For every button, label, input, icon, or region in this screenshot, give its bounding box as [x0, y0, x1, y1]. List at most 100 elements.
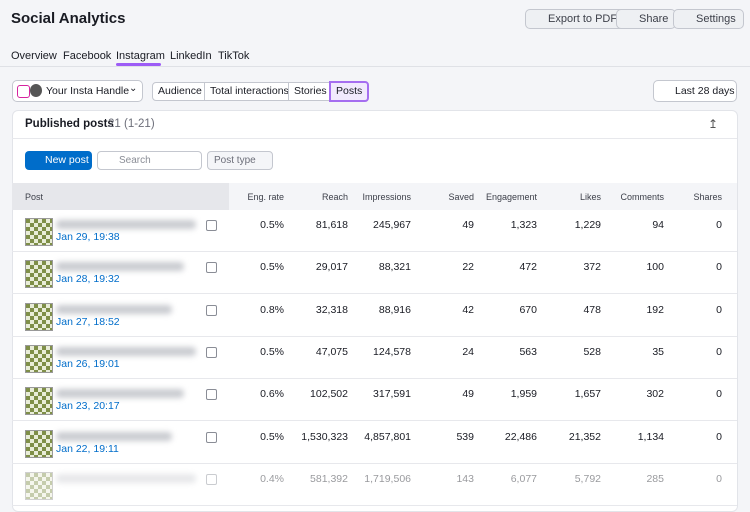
- cell: 670: [519, 303, 537, 316]
- search-input[interactable]: Search: [97, 151, 202, 170]
- cell: 302: [646, 388, 664, 401]
- cell: 0.5%: [260, 430, 284, 443]
- page: Social Analytics Export to PDF Share Set…: [0, 9, 750, 512]
- date-range[interactable]: Last 28 days: [653, 80, 737, 102]
- view-tab[interactable]: Audience: [152, 82, 208, 101]
- row-divider: [12, 504, 737, 506]
- chevron: ⌄: [129, 83, 138, 94]
- cell: 0: [716, 472, 722, 485]
- post-date-link[interactable]: Jan 29, 19:38: [56, 231, 120, 243]
- cell: 317,591: [373, 388, 411, 401]
- post-date-link[interactable]: Jan 23, 20:17: [56, 400, 120, 413]
- cell: 22: [462, 261, 474, 274]
- cell: 49: [462, 219, 474, 231]
- cell: 0: [716, 303, 722, 316]
- cell: 0.6%: [260, 388, 284, 401]
- column-header[interactable]: Impressions: [362, 192, 411, 202]
- cell: 192: [646, 303, 664, 316]
- cell: 1,229: [574, 219, 601, 231]
- column-header[interactable]: Comments: [620, 192, 664, 202]
- tab[interactable]: Facebook: [63, 50, 112, 62]
- view-tab-active[interactable]: Posts: [329, 81, 370, 102]
- cell: 1,134: [637, 430, 664, 443]
- cell: 0: [716, 261, 722, 274]
- video-icon: [206, 346, 217, 358]
- post-date-link[interactable]: Jan 22, 19:11: [56, 442, 119, 455]
- caption-blurred: [56, 473, 196, 483]
- cell: 4,857,801: [364, 430, 411, 443]
- page-title: Social Analytics: [11, 10, 126, 27]
- cell: 24: [462, 345, 474, 358]
- cell: 29,017: [315, 261, 348, 274]
- export-button[interactable]: Export to PDF: [525, 9, 626, 29]
- tab-active[interactable]: Instagram: [116, 50, 165, 62]
- settings-button[interactable]: Settings: [673, 9, 744, 29]
- cell: 0.4%: [260, 472, 284, 485]
- video-icon: [206, 262, 217, 274]
- cell: 0: [716, 388, 722, 401]
- row-divider: [12, 335, 737, 337]
- cell: 0.5%: [260, 345, 284, 358]
- tab[interactable]: TikTok: [218, 50, 250, 62]
- cell: 88,916: [378, 303, 411, 316]
- view-tab[interactable]: Total interactions: [204, 82, 295, 101]
- row-divider: [12, 251, 737, 252]
- share-button[interactable]: Share: [616, 9, 677, 29]
- export-icon[interactable]: ↥: [708, 117, 719, 131]
- cell: 539: [456, 430, 474, 443]
- column-header[interactable]: Eng. rate: [247, 192, 284, 202]
- tab[interactable]: Overview: [11, 50, 57, 62]
- cell: 47,075: [315, 345, 348, 358]
- tab[interactable]: LinkedIn: [170, 50, 212, 62]
- column-header[interactable]: Reach: [321, 192, 348, 202]
- thumbnail: [25, 429, 53, 458]
- caption-blurred: [56, 431, 172, 441]
- row-divider: [12, 377, 737, 379]
- cell: 143: [456, 472, 474, 485]
- cell: 21,352: [568, 430, 601, 443]
- video-icon: [206, 431, 217, 443]
- post-date-link[interactable]: Jan 26, 19:01: [56, 357, 120, 370]
- post-count: 21 (1-21): [108, 118, 155, 130]
- caption-blurred: [56, 262, 184, 272]
- post-date-link[interactable]: Jan 27, 18:52: [56, 315, 120, 328]
- account-name: Your Insta Handle: [46, 85, 130, 97]
- cell: 1,719,506: [364, 472, 411, 485]
- account-select[interactable]: Your Insta Handle ⌄: [12, 80, 143, 102]
- column-header[interactable]: Shares: [693, 192, 722, 202]
- column-header[interactable]: Likes: [579, 192, 601, 202]
- row-divider: [12, 420, 737, 422]
- cell: 6,077: [510, 472, 537, 485]
- cell: 42: [462, 303, 474, 316]
- cell: 100: [646, 261, 664, 274]
- divider: [0, 66, 750, 67]
- cell: 22,486: [504, 430, 537, 443]
- cell: 94: [652, 219, 664, 231]
- cell: 124,578: [373, 345, 411, 358]
- cell: 1,530,323: [301, 430, 348, 443]
- view-tab[interactable]: Stories: [288, 82, 333, 101]
- caption-blurred: [56, 389, 184, 399]
- cell: 0: [716, 345, 722, 358]
- cell: 0: [716, 430, 722, 443]
- card-title: Published posts: [25, 118, 114, 130]
- post-header-bg: [12, 183, 229, 210]
- caption-blurred: [56, 304, 172, 314]
- thumbnail: [25, 260, 53, 289]
- cell: 102,502: [310, 388, 348, 401]
- thumbnail: [25, 471, 53, 500]
- column-header[interactable]: Post: [25, 192, 44, 202]
- new-post-button[interactable]: New post: [25, 151, 92, 170]
- cell: 0.5%: [260, 261, 284, 274]
- caption-blurred: [56, 220, 196, 229]
- column-header[interactable]: Saved: [448, 192, 474, 202]
- thumbnail: [25, 302, 53, 331]
- column-header[interactable]: Engagement: [485, 192, 537, 202]
- cell: 245,967: [373, 219, 411, 231]
- header-bg: [229, 183, 737, 210]
- video-icon: [206, 389, 217, 401]
- post-date-link[interactable]: Jan 28, 19:32: [56, 273, 120, 286]
- tab-underline: [116, 63, 161, 66]
- caption-blurred: [56, 346, 196, 356]
- post-type-select[interactable]: Post type: [207, 151, 273, 170]
